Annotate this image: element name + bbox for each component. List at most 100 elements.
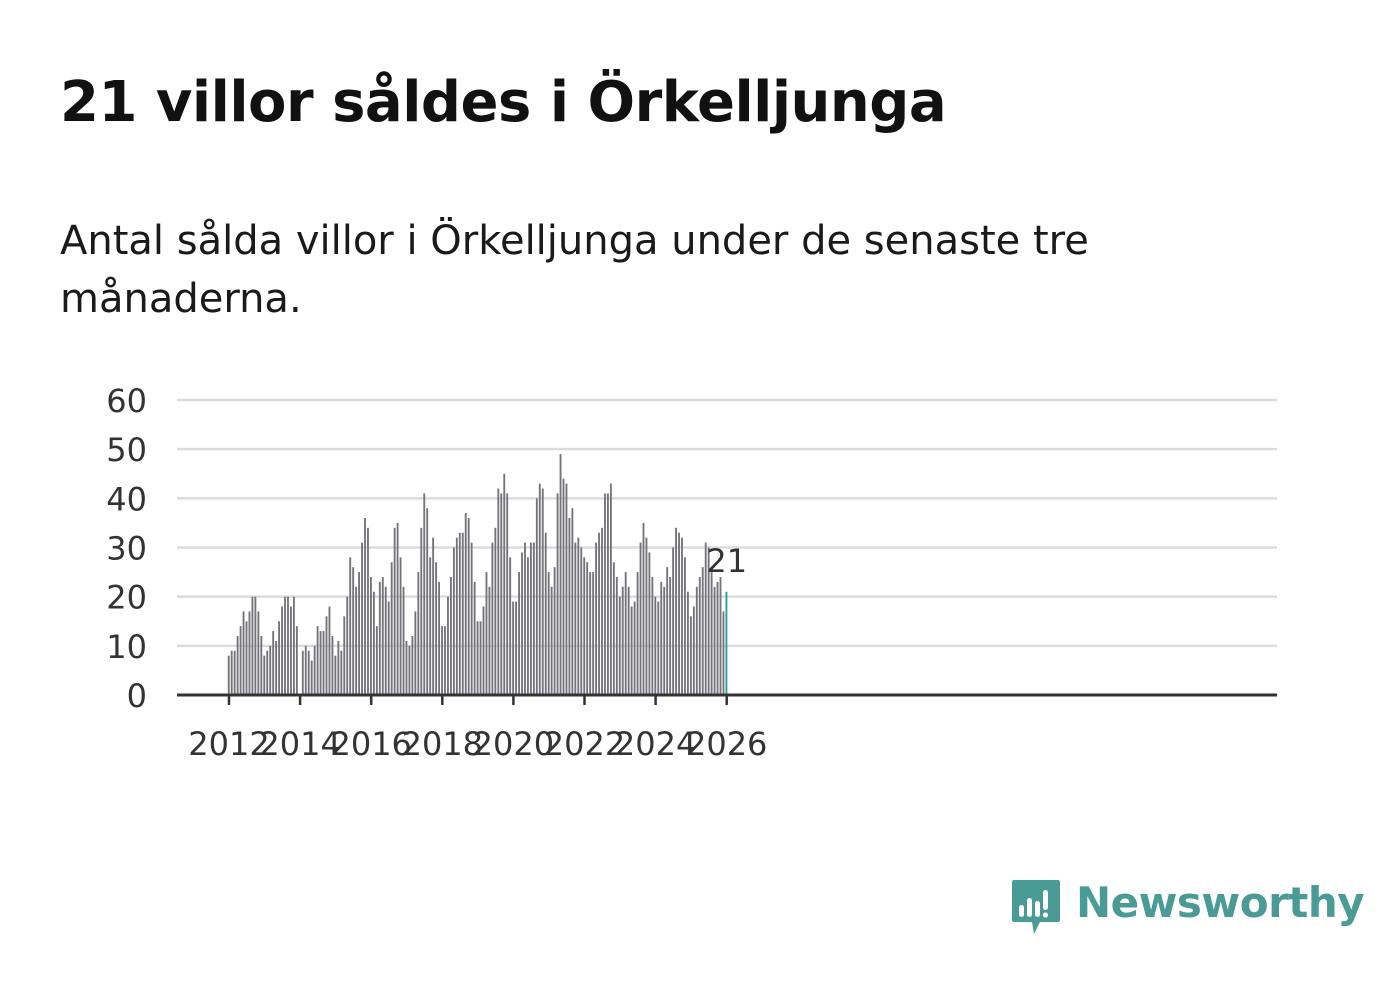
bar <box>352 567 355 695</box>
bar <box>278 621 281 695</box>
bar <box>384 586 387 695</box>
bar <box>716 581 719 695</box>
bar <box>426 508 429 695</box>
bar <box>423 493 426 695</box>
bar <box>681 537 683 695</box>
bar <box>449 577 452 695</box>
bar <box>405 640 408 695</box>
bar <box>571 508 574 695</box>
x-tick-label: 2014 <box>259 725 340 763</box>
bar <box>301 650 304 695</box>
bar <box>307 650 310 695</box>
highlight-value-label: 21 <box>706 542 747 580</box>
bar <box>547 572 550 695</box>
bar <box>678 532 680 695</box>
grid-lines <box>177 398 1277 648</box>
bar <box>242 611 245 695</box>
bar <box>559 454 562 695</box>
bar <box>604 493 606 695</box>
bar <box>310 660 313 695</box>
bar <box>290 606 292 695</box>
bar <box>621 586 624 695</box>
bar <box>479 621 482 695</box>
bar <box>375 626 378 695</box>
bar <box>598 532 600 695</box>
bar <box>396 522 399 695</box>
bar <box>698 577 701 695</box>
bar <box>476 621 479 695</box>
bar <box>639 542 642 695</box>
bar <box>399 557 402 695</box>
bar <box>515 601 518 695</box>
bar <box>666 567 669 695</box>
bar <box>707 547 710 695</box>
bar <box>535 498 538 695</box>
bar <box>532 542 535 695</box>
bar <box>390 562 393 695</box>
bar <box>577 537 580 695</box>
axes <box>177 693 1277 705</box>
bar <box>497 488 500 695</box>
x-tick-label: 2024 <box>615 725 696 763</box>
bar <box>580 547 583 695</box>
bar <box>331 636 334 695</box>
bar <box>663 586 666 695</box>
bar <box>447 596 449 695</box>
bar <box>408 645 411 695</box>
bar <box>254 596 257 695</box>
bar <box>473 581 476 695</box>
bar <box>672 547 675 695</box>
bar <box>319 631 322 695</box>
bar <box>402 586 405 695</box>
bar <box>595 542 598 695</box>
bar <box>609 483 612 695</box>
bar <box>260 636 263 695</box>
bar <box>692 606 695 695</box>
bar <box>586 562 589 695</box>
bar-highlight <box>725 591 728 695</box>
bar <box>660 581 663 695</box>
x-tick-label: 2012 <box>188 725 269 763</box>
bar <box>565 483 568 695</box>
bar <box>710 572 713 695</box>
bar <box>233 650 236 695</box>
bar <box>251 596 254 695</box>
bar <box>438 581 440 695</box>
x-tick-label: 2022 <box>544 725 625 763</box>
brand-name: Newsworthy <box>1076 878 1365 927</box>
bar <box>689 616 692 695</box>
bar <box>464 513 467 695</box>
bar <box>461 532 464 695</box>
bar <box>527 557 529 695</box>
bar <box>636 572 639 695</box>
newsworthy-logo: Newsworthy <box>1010 878 1365 940</box>
bar <box>372 591 375 695</box>
bar <box>612 562 615 695</box>
bar <box>518 572 520 695</box>
bar <box>701 567 704 695</box>
bars <box>227 454 728 695</box>
bar <box>313 645 316 695</box>
y-tick-label: 10 <box>106 628 147 666</box>
bar <box>435 562 438 695</box>
bar <box>269 645 272 695</box>
bar <box>654 596 657 695</box>
bar <box>452 547 455 695</box>
bar <box>488 586 491 695</box>
bar <box>355 586 358 695</box>
bar <box>506 493 509 695</box>
bar <box>512 601 515 695</box>
y-tick-label: 30 <box>106 530 147 568</box>
bar <box>467 518 470 695</box>
bar-chart: 0102030405060201220142016201820202022202… <box>106 382 1277 763</box>
y-tick-label: 60 <box>106 382 147 420</box>
bar <box>494 527 497 695</box>
bar <box>417 572 420 695</box>
y-tick-label: 40 <box>106 480 147 518</box>
bar <box>503 473 506 695</box>
bar <box>337 640 340 695</box>
bar <box>334 655 337 695</box>
bar <box>538 483 541 695</box>
bar <box>704 542 707 695</box>
bar <box>304 645 307 695</box>
